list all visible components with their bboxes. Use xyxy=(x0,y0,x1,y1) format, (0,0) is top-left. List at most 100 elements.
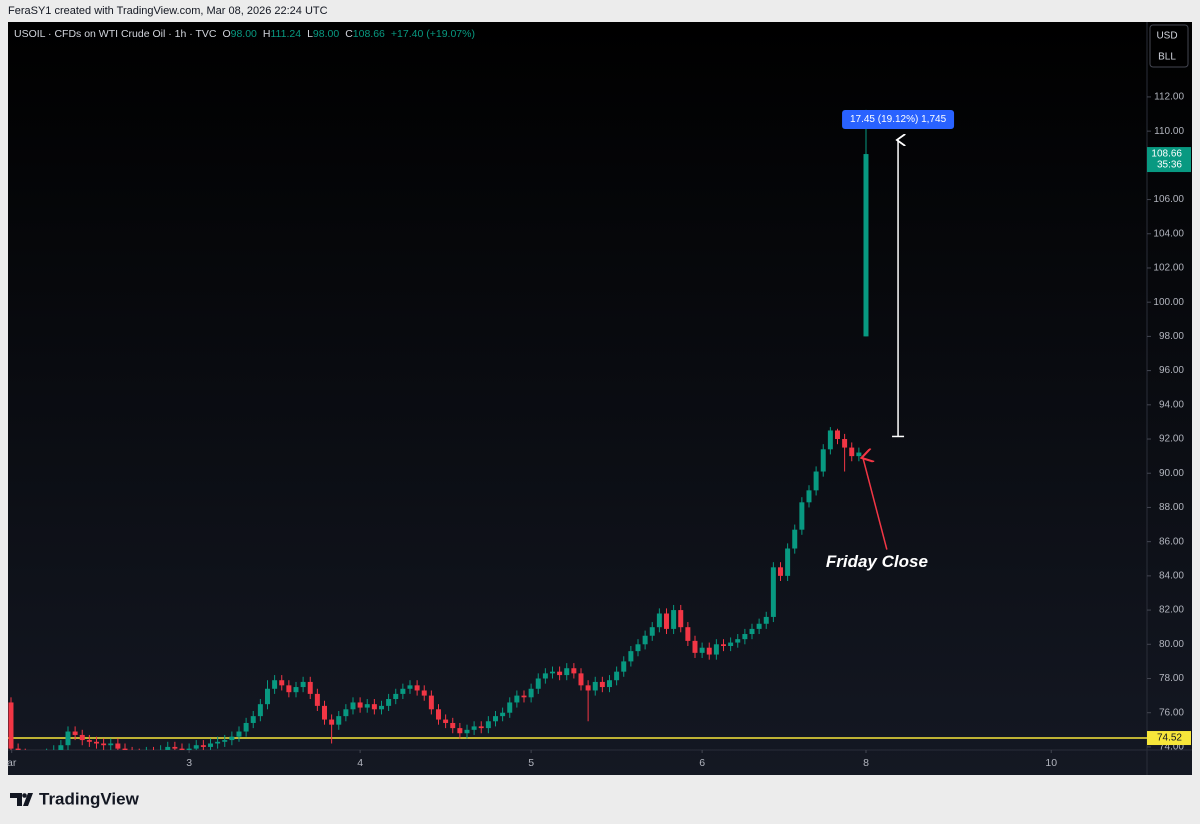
annotation-arrow xyxy=(863,458,888,550)
candle-body xyxy=(663,613,669,629)
candle-body xyxy=(756,623,762,629)
candle-body xyxy=(749,628,755,635)
candle-body xyxy=(592,681,598,691)
y-tick-label: 84.00 xyxy=(1159,571,1184,582)
x-tick-label: 5 xyxy=(528,757,534,769)
candle-body xyxy=(542,673,548,679)
candle-body xyxy=(464,729,470,734)
candle-body xyxy=(236,731,242,737)
candle-body xyxy=(307,681,313,694)
candle-body xyxy=(122,748,128,750)
y-tick-label: 98.00 xyxy=(1159,331,1184,342)
candle-body xyxy=(86,740,92,742)
candle-body xyxy=(443,719,449,723)
candle-body xyxy=(827,430,833,450)
ohlc-key: C xyxy=(345,28,353,40)
candle-body xyxy=(599,681,605,688)
ohlc-change: +17.40 (+19.07%) xyxy=(391,28,475,40)
candle-body xyxy=(321,705,327,720)
candle-body xyxy=(101,743,107,746)
candle-body xyxy=(720,644,726,646)
y-tick-label: 104.00 xyxy=(1153,228,1184,239)
candle-body xyxy=(728,642,734,646)
candle-body xyxy=(763,616,769,624)
candle-body xyxy=(578,673,584,686)
candle-body xyxy=(207,743,213,747)
horizontal-line-label-box xyxy=(1147,731,1191,746)
overlay: 17.45 (19.12%) 1,745 Friday Close xyxy=(826,109,955,571)
candle-body xyxy=(79,734,85,741)
candle-body xyxy=(628,651,634,662)
candle-body xyxy=(257,704,263,717)
candle-body xyxy=(393,693,399,700)
candle-body xyxy=(485,721,491,729)
y-tick-label: 80.00 xyxy=(1159,639,1184,650)
y-tick-label: 92.00 xyxy=(1159,434,1184,445)
candle-body xyxy=(215,741,221,744)
currency[interactable]: USD xyxy=(1156,31,1177,42)
annotation: Friday Close xyxy=(826,552,928,571)
candle-body xyxy=(336,716,342,725)
y-tick-label: 96.00 xyxy=(1159,365,1184,376)
candle-body xyxy=(735,639,741,643)
unit[interactable]: BLL xyxy=(1158,52,1176,63)
candle-body xyxy=(272,680,278,689)
y-tick-label: 86.00 xyxy=(1159,536,1184,547)
candle-body xyxy=(770,567,776,617)
candle-body xyxy=(264,688,270,705)
candle-body xyxy=(785,548,791,576)
candle-body xyxy=(421,690,427,696)
candle-body xyxy=(471,726,477,730)
x-tick-label: 4 xyxy=(357,757,363,769)
candle-body xyxy=(549,671,555,674)
x-tick-label: 6 xyxy=(699,757,705,769)
symbol-title: USOIL · CFDs on WTI Crude Oil · 1h · TVC xyxy=(14,28,217,40)
countdown-label: 35:36 xyxy=(1157,160,1182,171)
candle-body xyxy=(635,644,641,652)
y-tick-label: 90.00 xyxy=(1159,468,1184,479)
last-price-box xyxy=(1147,147,1191,173)
y-tick-label: 76.00 xyxy=(1159,707,1184,718)
last-price-label: 108.66 xyxy=(1151,149,1182,160)
y-tick-label: 110.00 xyxy=(1154,126,1184,137)
candle-body xyxy=(492,716,498,722)
candle-body xyxy=(642,635,648,645)
candle-body xyxy=(115,743,121,749)
candle-body xyxy=(300,681,306,688)
candle-body xyxy=(93,741,99,744)
candle-body xyxy=(742,634,748,640)
candle-body xyxy=(286,685,292,693)
candle-body xyxy=(179,748,185,750)
y-tick-label: 94.00 xyxy=(1159,399,1184,410)
y-tick-label: 112.00 xyxy=(1154,92,1184,103)
candle-body xyxy=(200,745,206,747)
candle-body xyxy=(706,647,712,655)
candle-body xyxy=(507,702,513,713)
candle-body xyxy=(65,731,71,746)
candle-body xyxy=(671,610,677,629)
brand: TradingView xyxy=(39,789,140,808)
candle-body xyxy=(557,671,563,676)
candle-body xyxy=(792,529,798,549)
candle-body xyxy=(856,452,862,457)
candle-body xyxy=(678,610,684,628)
candle-body xyxy=(450,722,456,729)
candle-body xyxy=(656,613,662,628)
candle-body xyxy=(386,699,392,706)
header: FeraSY1 created with TradingView.com, Ma… xyxy=(8,5,328,17)
candle-body xyxy=(535,678,541,689)
chart-frame xyxy=(8,22,1192,775)
ohlc-value: 108.66 xyxy=(353,28,385,40)
candle-body xyxy=(378,705,384,710)
ohlc-key: H xyxy=(263,28,271,40)
candle-body xyxy=(364,704,370,708)
brand-logo-dot xyxy=(22,793,27,798)
candle-body xyxy=(849,447,855,457)
candle-body xyxy=(279,680,285,686)
candle-body xyxy=(222,740,228,742)
candle-body xyxy=(407,685,413,689)
candle-body xyxy=(478,726,484,729)
y-tick-label: 82.00 xyxy=(1159,605,1184,616)
unit-box[interactable] xyxy=(1149,24,1189,68)
